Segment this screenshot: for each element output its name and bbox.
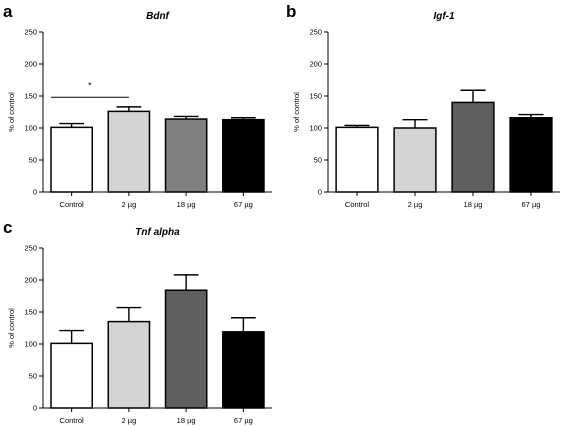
- bar: [107, 320, 151, 409]
- panel-letter: b: [286, 2, 296, 21]
- y-tick-label: 50: [314, 156, 322, 165]
- x-tick-label: 67 µg: [234, 416, 253, 425]
- bar: [164, 289, 208, 409]
- y-tick-label: 250: [24, 244, 37, 253]
- x-tick-label: Control: [60, 416, 85, 425]
- bar: [50, 342, 93, 409]
- y-tick-label: 200: [309, 60, 322, 69]
- chart-panel-b: b Igf-1 % of control 0 50 100 150 200 250 Control…: [286, 2, 560, 209]
- y-tick-label: 100: [24, 124, 37, 133]
- x-tick-label: 67 µg: [234, 200, 253, 209]
- y-tick-label: 200: [24, 276, 37, 285]
- y-tick-label: 0: [33, 188, 37, 197]
- y-tick-label: 50: [29, 372, 37, 381]
- chart-title: Igf-1: [433, 11, 455, 22]
- bar: [509, 117, 553, 193]
- x-tick-label: 2 µg: [122, 416, 137, 425]
- chart-panel-c: c Tnf alpha % of control 0 50 100 150 200 250 Con…: [3, 218, 272, 425]
- x-tick-label: 67 µg: [522, 200, 541, 209]
- bar: [451, 101, 495, 193]
- x-tick-label: Control: [60, 200, 85, 209]
- y-axis-label: % of control: [7, 92, 16, 132]
- x-tick-label: 2 µg: [408, 200, 423, 209]
- chart-panel-a: a Bdnf % of control 0 50 100 150 200 250 Control 2…: [3, 2, 272, 209]
- bar: [222, 118, 265, 193]
- bar: [393, 127, 437, 193]
- panel-letter: c: [3, 218, 12, 237]
- x-tick-label: 2 µg: [122, 200, 137, 209]
- y-tick-label: 0: [318, 188, 322, 197]
- x-tick-label: 18 µg: [177, 416, 196, 425]
- bar: [335, 126, 379, 193]
- bar: [50, 126, 93, 193]
- y-tick-label: 150: [309, 92, 322, 101]
- y-axis-label: % of control: [292, 92, 301, 132]
- panel-letter: a: [3, 2, 13, 21]
- y-tick-label: 100: [24, 340, 37, 349]
- bar: [164, 118, 208, 193]
- y-tick-label: 250: [309, 28, 322, 37]
- y-tick-label: 0: [33, 404, 37, 413]
- y-tick-label: 250: [24, 28, 37, 37]
- y-axis-label: % of control: [7, 308, 16, 348]
- bar: [107, 110, 151, 193]
- y-tick-label: 150: [24, 308, 37, 317]
- x-tick-label: 18 µg: [464, 200, 483, 209]
- significance-star: *: [88, 80, 92, 90]
- x-tick-label: Control: [345, 200, 370, 209]
- y-tick-label: 200: [24, 60, 37, 69]
- x-tick-label: 18 µg: [177, 200, 196, 209]
- chart-title: Bdnf: [146, 11, 170, 22]
- y-tick-label: 100: [309, 124, 322, 133]
- bar: [222, 331, 265, 409]
- y-tick-label: 150: [24, 92, 37, 101]
- chart-title: Tnf alpha: [135, 227, 180, 238]
- y-tick-label: 50: [29, 156, 37, 165]
